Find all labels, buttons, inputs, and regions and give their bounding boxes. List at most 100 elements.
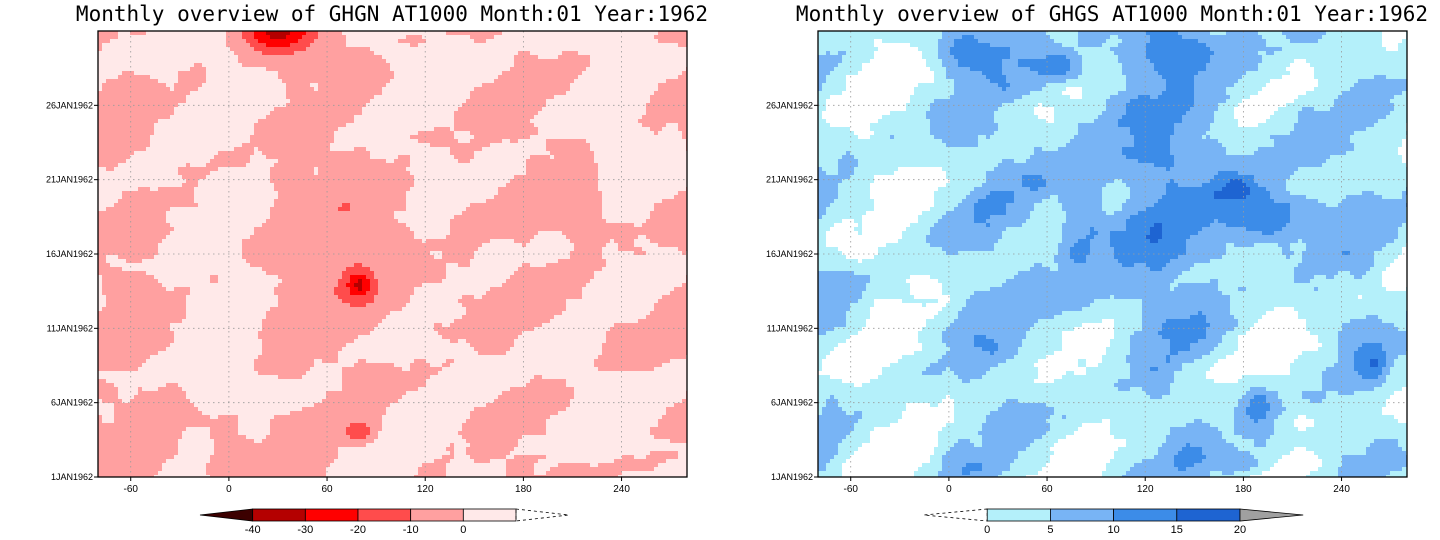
field-cell <box>446 123 451 128</box>
field-cell <box>242 127 247 132</box>
field-cell <box>674 47 679 52</box>
field-cell <box>446 107 451 112</box>
field-cell <box>570 151 575 156</box>
field-cell <box>470 131 475 136</box>
field-cell <box>434 139 439 144</box>
field-cell <box>442 59 447 64</box>
field-cell <box>278 95 283 100</box>
field-cell <box>194 71 199 76</box>
field-cell <box>658 127 663 132</box>
field-cell <box>274 63 279 68</box>
field-cell <box>630 127 635 132</box>
field-cell <box>450 123 455 128</box>
field-cell <box>222 63 227 68</box>
field-cell <box>290 43 295 48</box>
field-cell <box>606 135 611 140</box>
field-cell <box>558 35 563 40</box>
field-cell <box>450 79 455 84</box>
field-cell <box>366 87 371 92</box>
field-cell <box>674 63 679 68</box>
field-cell <box>598 31 603 36</box>
field-cell <box>274 47 279 52</box>
field-cell <box>438 71 443 76</box>
field-cell <box>258 159 263 164</box>
field-cell <box>562 75 567 80</box>
field-cell <box>350 155 355 160</box>
field-cell <box>526 127 531 132</box>
field-cell <box>326 39 331 44</box>
field-cell <box>570 43 575 48</box>
field-cell <box>398 111 403 116</box>
field-cell <box>230 87 235 92</box>
field-cell <box>326 135 331 140</box>
field-cell <box>610 71 615 76</box>
field-cell <box>362 79 367 84</box>
field-cell <box>618 143 623 148</box>
field-cell <box>654 103 659 108</box>
field-cell <box>330 123 335 128</box>
field-cell <box>466 143 471 148</box>
field-cell <box>442 119 447 124</box>
field-cell <box>670 95 675 100</box>
field-cell <box>566 67 571 72</box>
field-cell <box>290 131 295 136</box>
field-cell <box>302 111 307 116</box>
field-cell <box>666 79 671 84</box>
field-cell <box>630 119 635 124</box>
field-cell <box>318 95 323 100</box>
field-cell <box>414 51 419 56</box>
field-cell <box>590 71 595 76</box>
field-cell <box>646 111 651 116</box>
field-cell <box>362 147 367 152</box>
field-cell <box>406 151 411 156</box>
field-cell <box>318 67 323 72</box>
field-cell <box>262 131 267 136</box>
field-cell <box>458 75 463 80</box>
field-cell <box>398 139 403 144</box>
field-cell <box>646 63 651 68</box>
field-cell <box>554 43 559 48</box>
field-cell <box>322 111 327 116</box>
field-cell <box>330 147 335 152</box>
field-cell <box>330 131 335 136</box>
field-cell <box>502 39 507 44</box>
field-cell <box>314 159 319 164</box>
field-cell <box>474 139 479 144</box>
field-cell <box>218 119 223 124</box>
field-cell <box>654 55 659 60</box>
field-cell <box>618 135 623 140</box>
field-cell <box>634 103 639 108</box>
field-cell <box>254 147 259 152</box>
field-cell <box>278 155 283 160</box>
field-cell <box>258 123 263 128</box>
field-cell <box>590 111 595 116</box>
field-cell <box>154 155 159 160</box>
field-cell <box>526 147 531 152</box>
field-cell <box>286 35 291 40</box>
field-cell <box>422 47 427 52</box>
field-cell <box>338 39 343 44</box>
field-cell <box>306 63 311 68</box>
field-cell <box>198 111 203 116</box>
field-cell <box>502 63 507 68</box>
field-cell <box>398 115 403 120</box>
field-cell <box>134 67 139 72</box>
field-cell <box>666 55 671 60</box>
field-cell <box>282 47 287 52</box>
field-cell <box>318 143 323 148</box>
field-cell <box>382 83 387 88</box>
field-cell <box>238 35 243 40</box>
field-cell <box>198 43 203 48</box>
field-cell <box>322 39 327 44</box>
field-cell <box>178 131 183 136</box>
field-cell <box>390 67 395 72</box>
field-cell <box>350 111 355 116</box>
field-cell <box>542 55 547 60</box>
field-cell <box>402 55 407 60</box>
field-cell <box>406 43 411 48</box>
field-cell <box>142 67 147 72</box>
field-cell <box>670 111 675 116</box>
field-cell <box>258 59 263 64</box>
field-cell <box>646 35 651 40</box>
field-cell <box>138 79 143 84</box>
